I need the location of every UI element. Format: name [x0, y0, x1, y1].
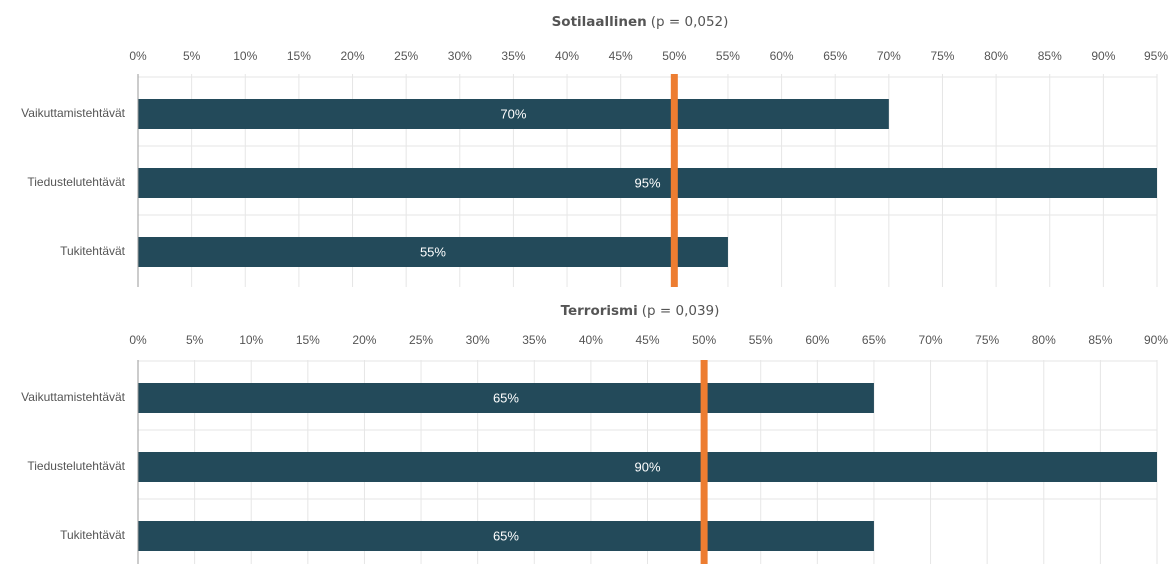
x-tick-label: 60%	[770, 49, 794, 63]
value-label: 90%	[634, 459, 660, 474]
x-tick-label: 10%	[233, 49, 257, 63]
value-label: 55%	[420, 244, 446, 259]
y-tick-label: Tiedustelutehtävät	[27, 459, 125, 473]
x-tick-label: 40%	[579, 333, 603, 347]
x-tick-label: 95%	[1144, 49, 1168, 63]
x-tick-label: 70%	[919, 333, 943, 347]
y-tick-label: Tiedustelutehtävät	[27, 175, 125, 189]
x-tick-label: 15%	[296, 333, 320, 347]
x-tick-label: 55%	[749, 333, 773, 347]
y-tick-label: Vaikuttamistehtävät	[21, 106, 125, 120]
bar	[138, 99, 889, 129]
bar	[138, 383, 874, 413]
x-tick-label: 65%	[862, 333, 886, 347]
x-tick-label: 35%	[522, 333, 546, 347]
x-tick-label: 50%	[662, 49, 686, 63]
x-tick-label: 15%	[287, 49, 311, 63]
x-tick-label: 70%	[877, 49, 901, 63]
bar	[138, 237, 728, 267]
x-tick-label: 0%	[129, 333, 147, 347]
x-tick-label: 75%	[975, 333, 999, 347]
title-sub: (p = 0,039)	[642, 303, 720, 319]
x-tick-label: 80%	[984, 49, 1008, 63]
x-tick-label: 5%	[183, 49, 201, 63]
x-tick-label: 45%	[635, 333, 659, 347]
title-main: Sotilaallinen	[552, 14, 647, 30]
chart-title: Sotilaallinen (p = 0,052)	[552, 14, 729, 30]
value-label: 65%	[493, 528, 519, 543]
bar	[138, 452, 1157, 482]
x-tick-label: 80%	[1032, 333, 1056, 347]
x-tick-label: 5%	[186, 333, 204, 347]
x-tick-label: 85%	[1038, 49, 1062, 63]
x-tick-label: 90%	[1091, 49, 1115, 63]
x-tick-label: 25%	[409, 333, 433, 347]
value-label: 65%	[493, 390, 519, 405]
y-tick-label: Vaikuttamistehtävät	[21, 390, 125, 404]
reference-line	[670, 74, 678, 287]
bar	[138, 168, 1157, 198]
x-tick-label: 0%	[129, 49, 147, 63]
title-sub: (p = 0,052)	[651, 14, 729, 30]
x-tick-label: 10%	[239, 333, 263, 347]
x-tick-label: 30%	[448, 49, 472, 63]
x-tick-label: 35%	[501, 49, 525, 63]
reference-line	[700, 360, 708, 564]
y-tick-label: Tukitehtävät	[60, 244, 126, 258]
x-tick-label: 30%	[466, 333, 490, 347]
x-tick-label: 60%	[805, 333, 829, 347]
value-label: 70%	[500, 106, 526, 121]
x-tick-label: 75%	[930, 49, 954, 63]
x-tick-label: 25%	[394, 49, 418, 63]
x-tick-label: 20%	[352, 333, 376, 347]
chart-title: Terrorismi (p = 0,039)	[561, 303, 720, 319]
x-tick-label: 85%	[1088, 333, 1112, 347]
x-tick-label: 65%	[823, 49, 847, 63]
x-tick-label: 40%	[555, 49, 579, 63]
x-tick-label: 20%	[341, 49, 365, 63]
bar	[138, 521, 874, 551]
value-label: 95%	[634, 175, 660, 190]
title-main: Terrorismi	[561, 303, 638, 319]
x-tick-label: 45%	[609, 49, 633, 63]
x-tick-label: 50%	[692, 333, 716, 347]
x-tick-label: 90%	[1144, 333, 1168, 347]
y-tick-label: Tukitehtävät	[60, 528, 126, 542]
x-tick-label: 55%	[716, 49, 740, 63]
